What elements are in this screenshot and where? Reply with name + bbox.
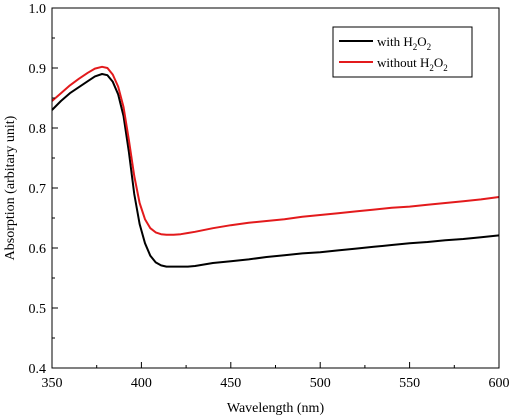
y-tick-label: 0.9 xyxy=(29,62,47,77)
y-tick-label: 0.8 xyxy=(29,122,47,137)
x-tick-label: 450 xyxy=(220,376,241,391)
y-tick-label: 0.4 xyxy=(29,362,47,377)
y-tick-label: 0.7 xyxy=(29,182,47,197)
series-line-without-h2o2 xyxy=(51,65,500,236)
plot-lines xyxy=(51,65,500,268)
x-tick-label: 550 xyxy=(399,376,420,391)
y-tick-label: 0.5 xyxy=(29,302,47,317)
series-line-with-h2o2 xyxy=(51,73,500,268)
x-tick-label: 350 xyxy=(42,376,63,391)
x-tick-label: 600 xyxy=(489,376,510,391)
y-tick-label: 0.6 xyxy=(29,242,47,257)
x-tick-label: 500 xyxy=(310,376,331,391)
axis-ticks xyxy=(51,7,500,369)
y-tick-label: 1.0 xyxy=(29,2,47,17)
legend-label: without H2O2 xyxy=(377,55,448,73)
legend: with H2O2 without H2O2 xyxy=(332,26,473,78)
y-axis-title: Absorption (arbitary unit) xyxy=(3,115,18,260)
legend-label: with H2O2 xyxy=(377,34,431,52)
x-tick-label: 400 xyxy=(131,376,152,391)
axis-tick-labels: 350 400 450 500 550 600 0.4 0.5 0.6 0.7 0.8 0.9 1.0 xyxy=(29,2,510,391)
legend-box xyxy=(332,26,473,78)
x-axis-title: Wavelength (nm) xyxy=(227,401,325,416)
